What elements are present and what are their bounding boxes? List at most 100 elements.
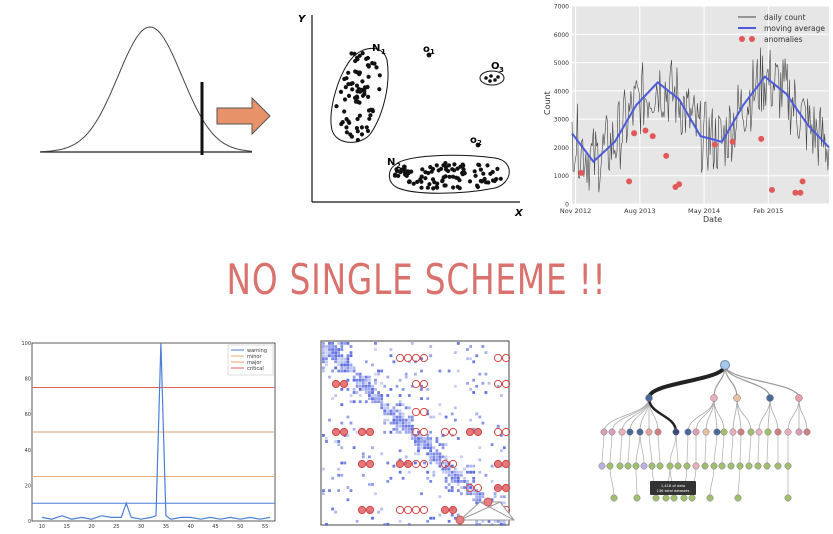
matrix-cell [331, 369, 334, 373]
matrix-cell [410, 434, 414, 437]
matrix-cell [414, 461, 417, 465]
cluster-n2-point [477, 163, 482, 168]
cluster-n1-point [334, 104, 339, 109]
matrix-cell [368, 381, 371, 385]
outlier-o3-point [493, 78, 497, 82]
matrix-cell [490, 522, 494, 526]
matrix-highlight-circle [448, 505, 458, 515]
ts-legend-anom-swatch-a [739, 36, 745, 42]
matrix-cell [358, 388, 362, 391]
tree-node-l3 [774, 462, 782, 470]
ts-y-tick-label: 6000 [554, 32, 569, 39]
label-o1-sub: 1 [430, 48, 435, 56]
matrix-cell [368, 384, 371, 388]
cluster-n1-point [364, 56, 369, 62]
matrix-cell [340, 354, 344, 358]
cluster-n2-point [455, 176, 461, 181]
cluster-n1-point [357, 113, 362, 118]
matrix-highlight-circle [411, 379, 421, 389]
matrix-cell [502, 495, 506, 499]
cluster-n1-point [359, 125, 364, 130]
matrix-cell [478, 372, 482, 376]
tree-edge-l4 [737, 465, 741, 499]
matrix-cell [346, 486, 350, 489]
matrix-cell [460, 486, 463, 489]
matrix-cell [453, 516, 457, 520]
matrix-cell [453, 351, 457, 354]
outlier-o2-point [475, 142, 481, 148]
cluster-n2-point [462, 171, 467, 176]
tree-node-l4 [670, 494, 678, 502]
ts-y-label: Count [543, 91, 552, 115]
matrix-cell [380, 507, 384, 511]
matrix-highlight-circle [419, 379, 429, 389]
matrix-cell [438, 495, 442, 499]
matrix-cell [346, 357, 350, 361]
tree-node-l2 [784, 428, 792, 436]
matrix-cell [435, 455, 439, 459]
matrix-cell [472, 489, 476, 492]
cluster-n2-point [444, 167, 449, 172]
matrix-cell [463, 486, 466, 489]
cluster-n2-point [401, 164, 407, 169]
spike-legend-critical: critical [247, 366, 264, 372]
matrix-cell [466, 470, 469, 474]
matrix-cell [340, 363, 344, 367]
headline: NO SINGLE SCHEME !! [226, 255, 607, 304]
matrix-cell [481, 492, 485, 496]
matrix-cell [426, 434, 430, 437]
matrix-highlight-circle [448, 427, 458, 437]
matrix-cell [398, 449, 402, 453]
tree-node-l2 [795, 428, 803, 436]
matrix-cell [395, 409, 399, 413]
cluster-n2-point [478, 178, 483, 184]
matrix-cell [364, 384, 368, 388]
matrix-cell [429, 449, 433, 453]
spike-x-tick-label: 15 [64, 524, 70, 530]
tree-edge-l3 [657, 431, 661, 467]
tree-edge-l1 [724, 364, 800, 399]
cluster-n1-point [360, 79, 365, 84]
matrix-cell [441, 470, 445, 474]
ts-x-tick-label: Aug 2013 [624, 207, 655, 215]
matrix-cell [361, 473, 365, 477]
matrix-cell [426, 452, 430, 456]
tree-edge-l2 [732, 397, 738, 433]
matrix-cell [398, 430, 402, 434]
outlier-o3-point [489, 74, 493, 78]
matrix-cell [432, 473, 436, 477]
cluster-n2-point [428, 165, 433, 170]
matrix-cell [463, 476, 466, 480]
matrix-cell [481, 421, 485, 425]
matrix-cell [383, 418, 387, 422]
matrix-cell [374, 394, 377, 397]
outlier-o3-point [496, 75, 500, 79]
matrix-cell [417, 449, 420, 453]
matrix-cell [377, 372, 380, 376]
ts-y-tick-label: 2000 [554, 145, 569, 152]
tree-node-l3 [640, 462, 648, 470]
cluster-n2-point [495, 166, 500, 171]
matrix-cell [386, 480, 390, 483]
ts-y-tick-label: 3000 [554, 117, 569, 124]
matrix-cell [337, 489, 341, 492]
matrix-cell [404, 424, 408, 428]
matrix-cell [398, 412, 402, 416]
tree-node-l2 [755, 428, 763, 436]
tree-node-l2 [747, 428, 755, 436]
matrix-cell [383, 412, 387, 416]
matrix-cell [392, 409, 396, 413]
matrix-cell [401, 476, 405, 480]
matrix-cell [364, 378, 368, 382]
ts-x-ticks: Nov 2012 Aug 2013 May 2014 Feb 2015 [560, 207, 783, 215]
matrix-cell [456, 470, 460, 474]
matrix-cell [349, 400, 353, 404]
cluster-n2-point [440, 179, 445, 184]
tree-node-l3 [784, 462, 792, 470]
matrix-cell [325, 354, 328, 358]
ts-legend-anom-swatch-b [749, 36, 755, 42]
cluster-n2-point [458, 164, 463, 169]
cluster-n2-point [473, 173, 478, 178]
matrix-cell [368, 483, 371, 486]
matrix-cell [469, 489, 472, 492]
